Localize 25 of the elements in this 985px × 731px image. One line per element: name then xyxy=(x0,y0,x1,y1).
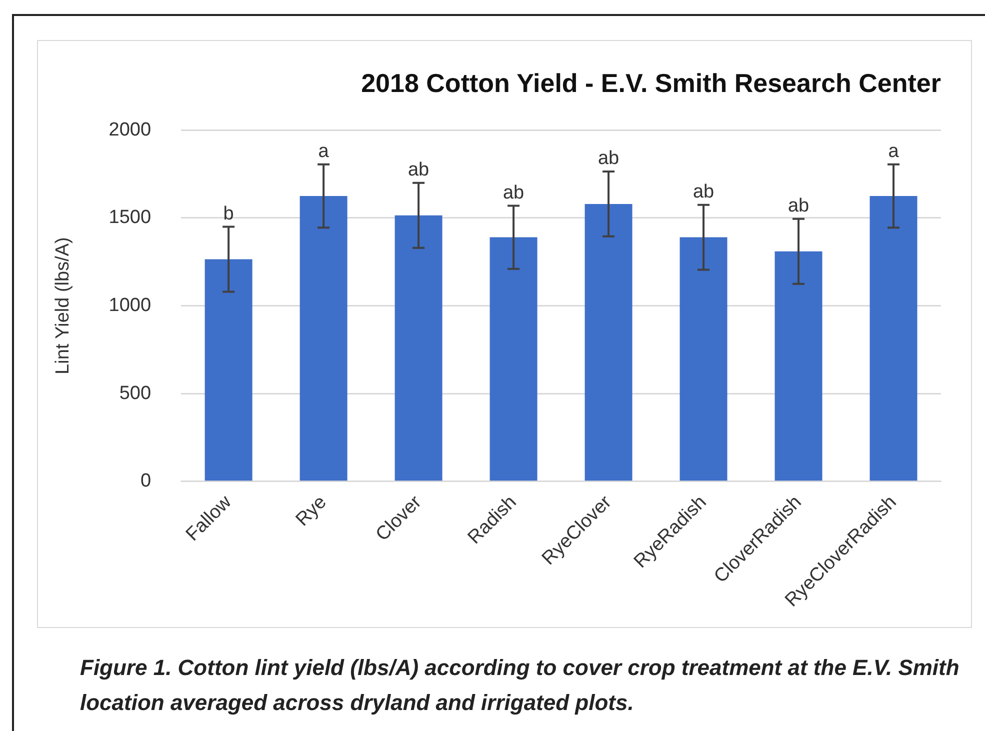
y-axis-title: Lint Yield (lbs/A) xyxy=(52,237,74,374)
bar xyxy=(394,215,442,481)
annotation: ab xyxy=(788,196,810,217)
annotation: ab xyxy=(408,160,430,181)
annotation: ab xyxy=(692,182,714,203)
bar xyxy=(300,196,348,481)
annotation: ab xyxy=(502,182,524,204)
y-tick-label: 1000 xyxy=(108,295,152,316)
bar xyxy=(680,237,728,481)
bar xyxy=(870,196,918,481)
chart-title: 2018 Cotton Yield - E.V. Smith Research Center xyxy=(361,68,941,98)
y-tick-label: 500 xyxy=(119,382,152,404)
annotation: a xyxy=(318,141,330,162)
annotation: b xyxy=(223,204,234,224)
bar xyxy=(584,204,632,481)
y-tick-label: 1500 xyxy=(108,207,152,228)
annotation: a xyxy=(888,141,900,162)
y-tick-label: 2000 xyxy=(108,119,152,140)
bar xyxy=(774,251,822,481)
bar xyxy=(204,259,252,481)
y-tick-label: 0 xyxy=(140,470,152,492)
caption: Figure 1. Cotton lint yield (lbs/A) according to cover crop treatment at the E.V. Smith location averaged across dryland and irrigated plots. xyxy=(80,654,960,717)
annotation: ab xyxy=(598,148,620,170)
bar xyxy=(490,237,538,481)
x-tick-label: Rye xyxy=(292,492,331,531)
